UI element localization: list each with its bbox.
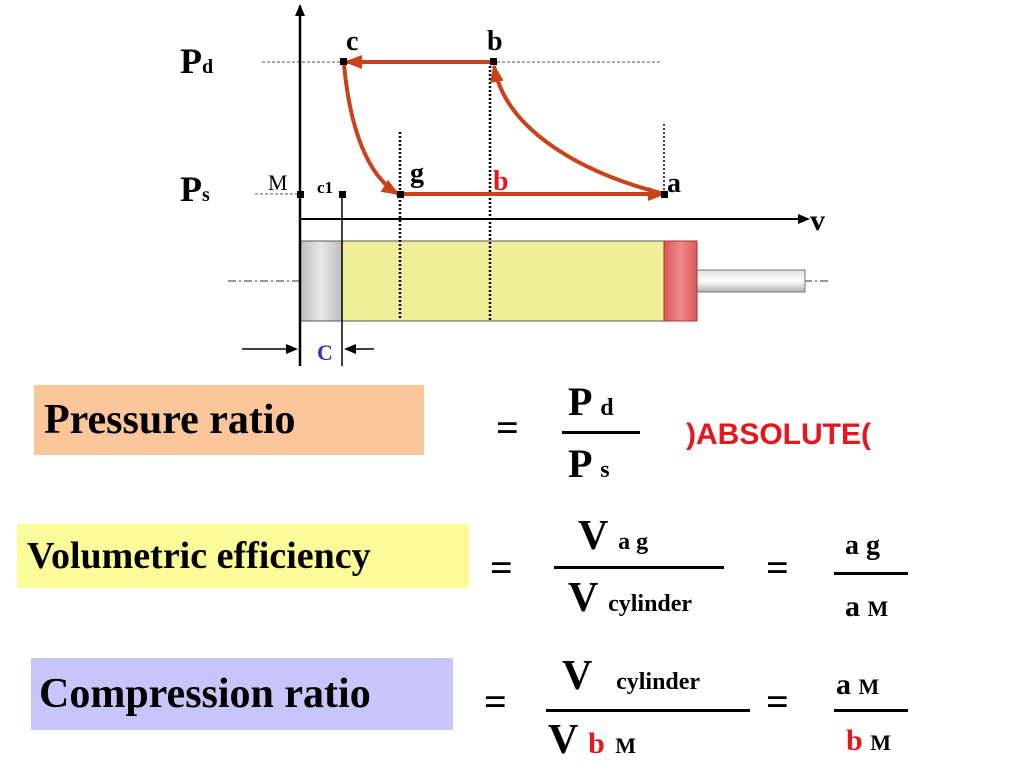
compression-ratio-label: Compression ratio: [31, 658, 453, 730]
volumetric-efficiency-denominator: V cylinder: [568, 575, 693, 621]
clearance-label: C: [317, 340, 333, 365]
point-a-marker: [661, 191, 668, 198]
volumetric-efficiency-denominator-2: a M: [845, 590, 889, 623]
piston: [663, 240, 698, 322]
volumetric-efficiency-label: Volumetric efficiency: [17, 524, 469, 588]
piston-rod: [696, 269, 806, 293]
compression-ratio-numerator: V cylinder: [562, 653, 701, 699]
point-b-lower-label: b: [493, 166, 509, 197]
pressure-ratio-equals: =: [496, 405, 519, 450]
v-axis-label: v: [810, 204, 825, 237]
point-b-marker: [490, 58, 497, 65]
absolute-note: )ABSOLUTE(: [686, 418, 871, 451]
volumetric-efficiency-fraction-bar-1: [554, 566, 724, 569]
point-a-label: a: [667, 168, 681, 199]
pressure-ratio-denominator: P s: [568, 441, 610, 486]
volumetric-efficiency-fraction-bar-2: [834, 572, 908, 575]
point-m-marker: [297, 191, 304, 198]
point-g-marker: [397, 191, 404, 198]
point-c1-label: c1: [317, 178, 334, 197]
pv-diagram: [228, 4, 830, 366]
arrow-c-to-g: [342, 63, 400, 196]
pressure-ratio-fraction-bar: [562, 431, 640, 434]
compression-ratio-fraction-bar-1: [546, 709, 750, 712]
volumetric-efficiency-numerator: V a g: [578, 513, 649, 559]
compression-ratio-equals-2: =: [766, 679, 789, 724]
cylinder-body: [341, 240, 665, 322]
point-b-label: b: [487, 26, 503, 57]
pressure-ratio-label: Pressure ratio: [34, 385, 424, 455]
compression-ratio-equals-1: =: [484, 679, 507, 724]
compression-ratio-fraction-bar-2: [834, 709, 908, 712]
pressure-ratio-numerator: P d: [568, 379, 614, 424]
point-c-marker: [340, 58, 347, 65]
volumetric-efficiency-equals-1: =: [490, 545, 513, 590]
point-g-label: g: [410, 158, 424, 189]
point-c1-marker: [339, 191, 346, 198]
volumetric-efficiency-equals-2: =: [766, 545, 789, 590]
compression-ratio-denominator-2: b M: [846, 724, 891, 757]
volumetric-efficiency-numerator-2: a g: [845, 530, 880, 561]
arrow-a-to-b: [489, 64, 665, 196]
ps-label: Ps: [180, 169, 210, 209]
point-c-label: c: [346, 26, 359, 57]
point-m-label: M: [268, 170, 288, 195]
pd-label: Pd: [180, 41, 214, 81]
compression-ratio-denominator: V b M: [548, 717, 637, 763]
compression-ratio-numerator-2: a M: [836, 668, 880, 701]
cylinder-head: [299, 240, 343, 322]
